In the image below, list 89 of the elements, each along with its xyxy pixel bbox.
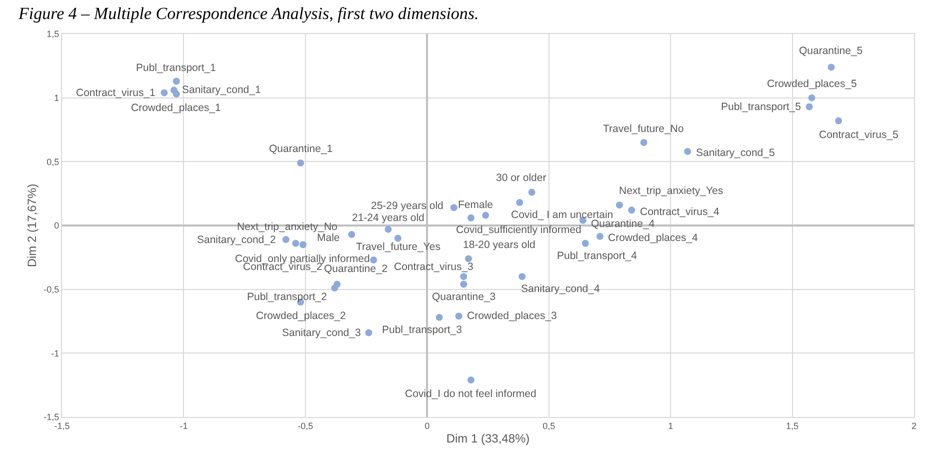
point (516, 199, 524, 206)
point (806, 103, 813, 110)
x-tick-label: -0,5 (298, 420, 314, 431)
point (450, 204, 458, 212)
point (596, 232, 604, 240)
annotation: Sanitary_cond_3 (282, 327, 361, 339)
point (299, 241, 306, 248)
annotation: Crowded_places_3 (467, 310, 558, 322)
annotation: Covid_sufficiently informed (456, 224, 582, 236)
x-tick-label: -1 (180, 420, 188, 431)
point (582, 240, 589, 247)
point (394, 234, 402, 242)
annotation: Crowded_places_5 (767, 78, 858, 90)
annotation: Publ_transport_3 (382, 324, 462, 336)
y-tick-label: 0,5 (46, 156, 60, 167)
annotation: Female (458, 199, 494, 211)
y-axis-title: Dim 2 (17,67%) (24, 184, 39, 268)
point (460, 280, 468, 288)
x-tick-label: 2 (911, 420, 917, 431)
chart-title: Figure 4 – Multiple Correspondence Analysis, first two dimensions. (18, 4, 479, 23)
point (616, 202, 623, 209)
annotation: 18-20 years old (463, 239, 536, 251)
point (297, 159, 304, 166)
point (482, 212, 490, 219)
point (172, 78, 180, 85)
point (384, 226, 392, 233)
point (835, 117, 842, 124)
annotation: Crowded_places_2 (256, 310, 346, 322)
point (684, 148, 692, 155)
annotation: Contract_virus_5 (819, 129, 899, 141)
annotation: Contract_virus_1 (76, 87, 156, 99)
point (331, 284, 338, 292)
y-tick-label: -1 (51, 348, 60, 358)
y-tick-label: -0,5 (44, 284, 60, 294)
point (465, 255, 472, 262)
annotation: Sanitary_cond_1 (182, 84, 261, 96)
annotation: Travel_future_No (603, 123, 684, 135)
x-tick-label: 0,5 (542, 420, 556, 431)
annotation: Sanitary_cond_2 (197, 234, 276, 246)
annotation: Crowded_places_1 (131, 102, 222, 114)
x-tick-label: 1 (668, 420, 674, 431)
point (160, 89, 168, 96)
annotation: Publ_transport_4 (557, 250, 638, 262)
point (455, 312, 462, 320)
point (292, 240, 300, 247)
point (467, 214, 474, 222)
annotation: Quarantine_3 (432, 291, 496, 303)
annotation: Quarantine_5 (799, 45, 863, 57)
point (518, 273, 526, 280)
point (628, 206, 636, 214)
annotation: 21-24 years old (352, 212, 425, 224)
annotation: Publ_transport_2 (247, 291, 328, 303)
annotation: Travel_future_Yes (356, 241, 440, 253)
annotation: Publ_transport_5 (721, 101, 802, 113)
annotation: Contract_virus_3 (394, 261, 474, 273)
annotation: Sanitary_cond_4 (521, 283, 600, 295)
x-tick-label: 0 (424, 420, 430, 431)
y-tick-label: -1,5 (44, 412, 60, 422)
annotation: Quarantine_4 (591, 218, 655, 230)
annotation: Next_trip_anxiety_Yes (619, 185, 724, 197)
annotation: Covid_ I am uncertain (511, 209, 614, 221)
point (808, 94, 816, 102)
annotation: Publ_transport_1 (136, 62, 216, 74)
annotation: 30 or older (496, 172, 547, 184)
point (172, 90, 180, 98)
annotation: Quarantine_2 (324, 263, 388, 275)
annotation: 25-29 years old (371, 200, 444, 212)
point (640, 139, 648, 146)
point (460, 273, 468, 280)
annotation: Quarantine_1 (269, 143, 333, 155)
y-tick-label: 0 (54, 220, 60, 231)
x-tick-label: 1,5 (786, 420, 799, 431)
annotation: Sanitary_cond_5 (696, 147, 775, 159)
point (348, 230, 356, 238)
point (282, 236, 290, 244)
point (528, 188, 536, 196)
annotation: Male (317, 232, 340, 244)
x-axis-title: Dim 1 (33,48%) (446, 432, 530, 446)
y-tick-label: 1,5 (46, 29, 60, 40)
point (828, 64, 835, 71)
point (365, 329, 372, 336)
annotation: Covid_I do not feel informed (405, 388, 536, 400)
annotation: Crowded_places_4 (608, 232, 698, 244)
y-tick-label: 1 (54, 92, 60, 103)
point (436, 314, 443, 321)
point (370, 256, 378, 264)
annotation: Contract_virus_4 (640, 206, 720, 218)
point (467, 376, 474, 384)
annotation: Next_trip_anxiety_No (237, 221, 338, 233)
